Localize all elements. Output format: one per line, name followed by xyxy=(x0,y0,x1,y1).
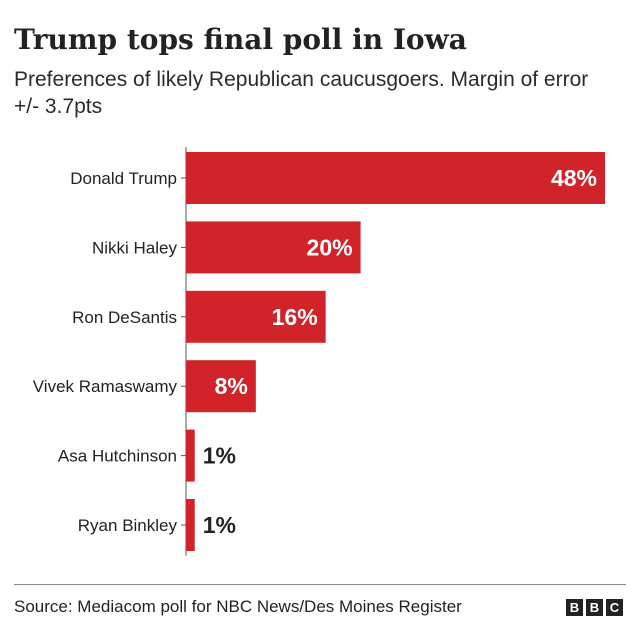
bar-chart: Donald Trump 48% Nikki Haley 20% Ron DeSanti… xyxy=(0,140,640,570)
bar-vivek-ramaswamy xyxy=(186,360,256,413)
chart-title: Trump tops final poll in Iowa xyxy=(14,23,467,56)
bar-donald-trump xyxy=(186,152,605,204)
bbc-logo-letter-1: B xyxy=(566,599,583,616)
category-label-nikki-haley: Nikki Haley xyxy=(92,238,178,257)
bbc-logo: B B C xyxy=(566,599,623,616)
chart-subtitle: Preferences of likely Republican caucusg… xyxy=(14,68,589,118)
source-note: Source: Mediacom poll for NBC News/Des M… xyxy=(14,597,462,616)
category-label-ryan-binkley: Ryan Binkley xyxy=(78,516,178,535)
category-label-asa-hutchinson: Asa Hutchinson xyxy=(58,447,177,466)
value-label-asa-hutchinson: 1% xyxy=(203,443,236,469)
bbc-logo-letter-2: B xyxy=(586,599,603,616)
footer-divider xyxy=(14,584,626,585)
value-label-ryan-binkley: 1% xyxy=(203,512,236,538)
bar-ron-desantis xyxy=(186,290,326,343)
bar-nikki-haley xyxy=(186,221,361,274)
bar-asa-hutchinson xyxy=(186,429,195,482)
value-label-vivek-ramaswamy: 8% xyxy=(215,373,248,399)
bar-chart-svg: Donald Trump 48% Nikki Haley 20% Ron DeSanti… xyxy=(33,147,605,556)
value-label-nikki-haley: 20% xyxy=(307,234,353,260)
category-label-ron-desantis: Ron DeSantis xyxy=(72,308,177,327)
bbc-logo-letter-3: C xyxy=(606,599,623,616)
category-label-donald-trump: Donald Trump xyxy=(70,169,177,188)
value-label-ron-desantis: 16% xyxy=(272,304,318,330)
category-label-vivek-ramaswamy: Vivek Ramaswamy xyxy=(33,377,178,396)
value-label-donald-trump: 48% xyxy=(551,165,597,191)
bar-ryan-binkley xyxy=(186,499,195,551)
